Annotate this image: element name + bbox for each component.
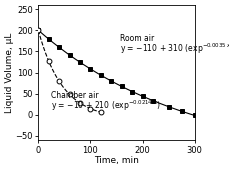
Y-axis label: Liquid Volume, µL: Liquid Volume, µL bbox=[5, 32, 14, 113]
Text: y = $-$10 + 210 (exp$^{-0.0214\ x}$): y = $-$10 + 210 (exp$^{-0.0214\ x}$) bbox=[51, 99, 161, 113]
Text: Room air: Room air bbox=[120, 34, 154, 43]
Text: y = $-$110 + 310 (exp$^{-0.0035\ x}$): y = $-$110 + 310 (exp$^{-0.0035\ x}$) bbox=[120, 42, 229, 56]
Text: Chamber air: Chamber air bbox=[51, 91, 98, 100]
X-axis label: Time, min: Time, min bbox=[94, 156, 139, 165]
